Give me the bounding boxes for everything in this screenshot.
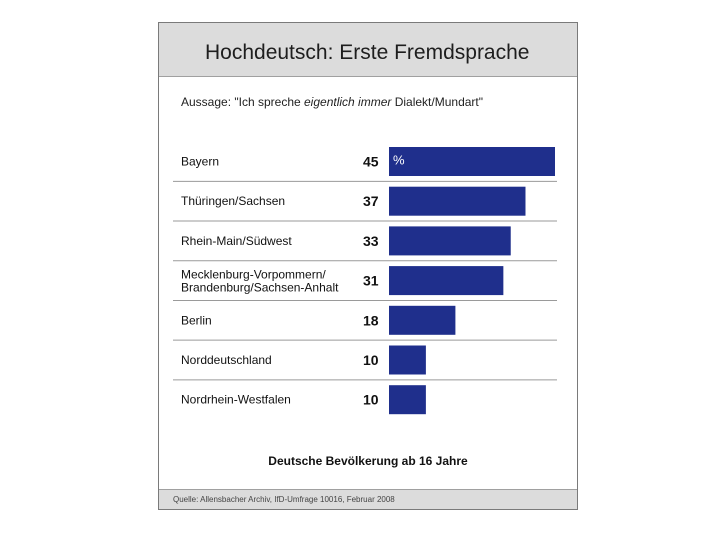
value-label-0: 45 bbox=[363, 154, 379, 170]
chart-title: Hochdeutsch: Erste Fremdsprache bbox=[205, 41, 530, 64]
value-label-6: 10 bbox=[363, 392, 379, 408]
chart-frame: Hochdeutsch: Erste Fremdsprache Aussage:… bbox=[158, 22, 578, 510]
bar-2 bbox=[389, 226, 511, 256]
category-label-0: Bayern bbox=[181, 155, 219, 169]
value-label-1: 37 bbox=[363, 193, 379, 209]
chart-subtitle: Aussage: "Ich spreche eigentlich immer D… bbox=[181, 95, 483, 109]
category-label-1: Thüringen/Sachsen bbox=[181, 194, 285, 208]
category-label-4: Berlin bbox=[181, 313, 212, 327]
bar-6 bbox=[389, 385, 426, 415]
category-label-line: Thüringen/Sachsen bbox=[181, 194, 285, 208]
category-label-line: Bayern bbox=[181, 155, 219, 169]
bar-3 bbox=[389, 266, 504, 296]
category-label-5: Norddeutschland bbox=[181, 353, 272, 367]
subtitle-suffix: Dialekt/Mundart" bbox=[391, 95, 484, 109]
value-label-3: 31 bbox=[363, 273, 379, 289]
value-label-5: 10 bbox=[363, 352, 379, 368]
category-label-2: Rhein-Main/Südwest bbox=[181, 234, 292, 248]
subtitle-emphasis: eigentlich immer bbox=[304, 95, 392, 109]
population-label: Deutsche Bevölkerung ab 16 Jahre bbox=[268, 454, 468, 468]
category-label-6: Nordrhein-Westfalen bbox=[181, 393, 291, 407]
bar-5 bbox=[389, 345, 426, 375]
source-note: Quelle: Allensbacher Archiv, IfD-Umfrage… bbox=[159, 489, 577, 509]
bar-1 bbox=[389, 186, 526, 216]
subtitle-prefix: Aussage: "Ich spreche bbox=[181, 95, 304, 109]
value-label-4: 18 bbox=[363, 312, 379, 328]
unit-label: % bbox=[393, 153, 405, 168]
category-label-line: Norddeutschland bbox=[181, 353, 272, 367]
category-label-line: Nordrhein-Westfalen bbox=[181, 393, 291, 407]
bar-chart: Bayern 45 % Thüringen/Sachsen 37 Rhein-Main/S… bbox=[173, 147, 557, 415]
bar-4 bbox=[389, 305, 456, 335]
category-label-line: Berlin bbox=[181, 313, 212, 327]
bar-0 bbox=[389, 147, 555, 176]
category-label-line: Mecklenburg-Vorpommern/ bbox=[181, 268, 326, 282]
category-label-line: Brandenburg/Sachsen-Anhalt bbox=[181, 281, 339, 295]
category-label-3: Mecklenburg-Vorpommern/Brandenburg/Sachs… bbox=[181, 268, 339, 295]
value-label-2: 33 bbox=[363, 233, 379, 249]
chart-header: Hochdeutsch: Erste Fremdsprache bbox=[159, 23, 577, 77]
category-label-line: Rhein-Main/Südwest bbox=[181, 234, 292, 248]
